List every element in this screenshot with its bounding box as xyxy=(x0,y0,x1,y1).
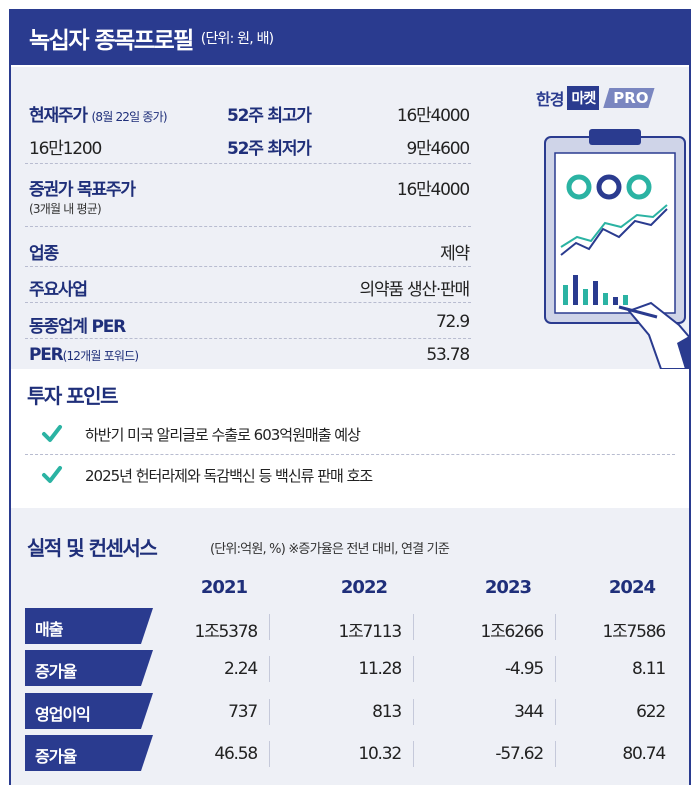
table-cell: 2.24 xyxy=(223,659,258,679)
table-cell: 1조7113 xyxy=(338,622,402,642)
table-row: 증가율 2.24 11.28 -4.95 8.11 xyxy=(25,650,666,686)
hankyung-market-pro-logo: 한경 마켓 PRO xyxy=(536,86,655,110)
profile-card: 녹십자 종목프로필 (단위: 원, 배) 현재주가 (8월 22일 종가) 52… xyxy=(9,9,691,785)
current-price-label: 현재주가 (8월 22일 종가) xyxy=(29,106,168,126)
table-cell: 1조5378 xyxy=(194,622,258,642)
target-price-label: 증권가 목표주가 xyxy=(29,180,136,200)
table-cell: -57.62 xyxy=(495,744,544,764)
per-value: 53.78 xyxy=(426,345,470,365)
table-cell: 344 xyxy=(514,702,544,722)
clipboard-chart-illustration xyxy=(544,129,691,369)
target-price-value: 16만4000 xyxy=(396,180,470,200)
page-title: 녹십자 종목프로필 xyxy=(29,28,194,54)
year-header: 2022 xyxy=(340,577,388,598)
unit-label: (단위: 원, 배) xyxy=(200,31,274,47)
current-price-value: 16만1200 xyxy=(29,139,102,159)
table-cell: 46.58 xyxy=(214,744,258,764)
peer-per-label: 동종업계 PER xyxy=(29,317,126,337)
table-row: 영업이익 737 813 344 622 xyxy=(25,693,666,729)
high52-value: 16만4000 xyxy=(396,106,470,126)
performance-note: (단위:억원, %) ※증가율은 전년 대비, 연결 기준 xyxy=(210,542,450,557)
row-label: 증가율 xyxy=(25,735,153,771)
target-price-sub: (3개월 내 평균) xyxy=(29,202,102,216)
performance-section: 실적 및 컨센서스 (단위:억원, %) ※증가율은 전년 대비, 연결 기준 … xyxy=(11,508,689,785)
performance-title: 실적 및 컨센서스 xyxy=(27,536,158,560)
table-cell: 10.32 xyxy=(358,744,402,764)
check-icon xyxy=(42,425,62,442)
table-cell: 813 xyxy=(372,702,402,722)
table-cell: 1조7586 xyxy=(602,622,666,642)
low52-label: 52주 최저가 xyxy=(227,139,312,159)
row-label: 영업이익 xyxy=(25,693,153,729)
business-value: 의약품 생산·판매 xyxy=(359,280,471,300)
investment-title: 투자 포인트 xyxy=(27,384,118,408)
table-cell: 11.28 xyxy=(358,659,402,679)
table-row: 증가율 46.58 10.32 -57.62 80.74 xyxy=(25,735,666,771)
per-label: PER(12개월 포워드) xyxy=(29,345,139,365)
row-label: 매출 xyxy=(25,608,153,644)
profile-section: 현재주가 (8월 22일 종가) 52주 최고가 16만4000 16만1200… xyxy=(11,67,691,369)
table-cell: 622 xyxy=(636,702,666,722)
business-label: 주요사업 xyxy=(29,280,88,300)
table-row: 매출 1조5378 1조7113 1조6266 1조7586 xyxy=(25,608,666,644)
year-header: 2023 xyxy=(484,577,532,598)
table-cell: 737 xyxy=(228,702,258,722)
year-header: 2024 xyxy=(608,577,656,598)
header-bar: 녹십자 종목프로필 (단위: 원, 배) xyxy=(11,11,689,65)
investment-point: 하반기 미국 알리글로 수출로 603억원매출 예상 xyxy=(29,416,669,452)
low52-value: 9만4600 xyxy=(406,139,470,159)
industry-value: 제약 xyxy=(440,244,470,264)
check-icon xyxy=(42,466,62,483)
industry-label: 업종 xyxy=(29,244,59,264)
investment-point: 2025년 헌터라제와 독감백신 등 백신류 판매 호조 xyxy=(29,457,669,493)
row-label: 증가율 xyxy=(25,650,153,686)
year-header: 2021 xyxy=(200,577,248,598)
table-cell: -4.95 xyxy=(505,659,544,679)
table-cell: 1조6266 xyxy=(480,622,544,642)
table-cell: 8.11 xyxy=(631,659,666,679)
high52-label: 52주 최고가 xyxy=(227,106,312,126)
table-cell: 80.74 xyxy=(622,744,666,764)
peer-per-value: 72.9 xyxy=(435,312,470,332)
